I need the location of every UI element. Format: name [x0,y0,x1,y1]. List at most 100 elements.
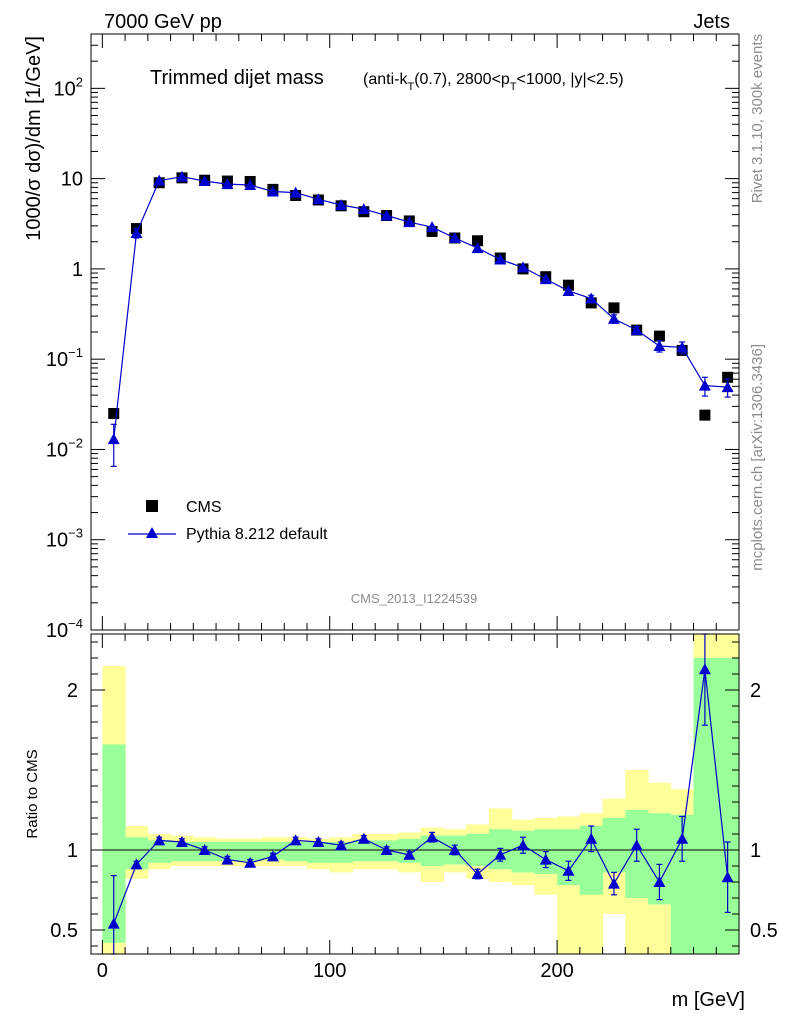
ratio-point [562,864,575,876]
pythia-point [244,178,257,190]
ratio-point [312,836,325,847]
pythia-point [426,221,439,233]
ratio-point [630,839,643,851]
pythia-point [266,185,279,197]
ratio-band-green [557,829,581,886]
ratio-band-green [602,818,626,873]
ratio-band-green [352,840,376,862]
ratio-band-green [125,837,149,870]
pythia-point [403,216,416,228]
ratio-x-tick-label: 100 [313,960,346,982]
ratio-point [130,858,143,870]
ratio-x-tick-label: 0 [97,960,108,982]
pythia-point [312,193,325,205]
main-y-tick-label: 10−4 [46,616,83,642]
rivet-label: Rivet 3.1.10, 300k events [749,34,766,203]
pythia-point [153,174,166,186]
ratio-point [153,834,166,846]
main-y-label: 1000/σ dσ)/dm [1/GeV] [23,36,45,241]
ratio-point [403,848,416,860]
pythia-point [517,261,529,273]
ratio-band-green [284,842,308,862]
ratio-point [198,844,211,855]
ratio-point [107,917,120,929]
pythia-point [653,339,666,351]
ratio-band-green [716,658,740,954]
ratio-point [221,853,234,865]
ratio-x-tick-label: 200 [540,960,573,982]
ratio-point [380,844,393,855]
ratio-point [721,871,734,883]
ratio-point [426,831,439,843]
pythia-point [721,381,734,393]
pythia-point [676,341,689,353]
ratio-y-tick-label-right: 2 [750,680,761,702]
legend-pythia-label: Pythia 8.212 default [186,526,328,543]
ratio-y-tick-label: 1 [67,840,78,862]
mcplots-label: mcplots.cern.ch [arXiv:1306.3436] [749,344,766,571]
ratio-point [471,868,484,879]
ratio-band-green [420,835,444,866]
main-panel: Trimmed dijet mass (anti-kT(0.7), 2800<p… [23,33,740,642]
main-y-tick-label: 10−3 [46,526,83,552]
ratio-point [266,850,279,862]
pythia-point [630,324,643,336]
ratio-band-green [307,842,331,863]
main-y-tick-label: 102 [54,74,83,100]
ratio-y-tick-label: 2 [67,680,78,702]
ratio-point [244,856,257,868]
ratio-band-green [648,813,672,905]
pythia-point [539,273,552,285]
cms-point [653,330,665,342]
cms-point [608,302,620,314]
pythia-point [448,231,461,243]
ratio-point [494,848,507,860]
cms-point [472,235,484,247]
pythia-point [107,433,120,445]
ratio-point [517,839,529,851]
ratio-point [357,832,370,844]
ratio-band-green [216,842,240,862]
header-left: 7000 GeV pp [104,11,222,33]
ratio-frame [90,633,740,955]
pythia-point [494,253,507,265]
ratio-band-green [261,842,285,860]
main-title-sub: (anti-kT(0.7), 2800<pT<1000, |y|<2.5) [363,71,624,93]
legend-cms-label: CMS [186,499,222,516]
pythia-line [113,176,728,440]
ratio-y-tick-label-right: 1 [750,840,761,862]
pythia-point [585,292,598,304]
ratio-band-green [238,842,263,862]
ratio-band-green [102,744,126,943]
pythia-point [562,284,575,296]
pythia-point [471,242,484,254]
pythia-point [198,175,211,187]
ratio-point [676,832,689,844]
main-frame [90,33,740,631]
main-y-tick-label: 10 [61,169,83,191]
cms-point [108,408,120,420]
ratio-panel: Ratio to CMS m [GeV] 0.5 0.5 1 1 2 2 0 100 200 [24,633,778,1011]
legend: CMS Pythia 8.212 default [128,499,328,543]
main-y-tick-label: 10−2 [46,435,83,461]
ratio-point [539,853,552,865]
ratio-y-label: Ratio to CMS [24,749,41,838]
pythia-point [289,186,302,198]
legend-cms-marker [146,500,158,512]
ratio-point [289,834,302,846]
analysis-watermark: CMS_2013_I1224539 [351,591,478,606]
pythia-point [175,170,188,182]
cms-point [722,371,734,383]
ratio-point [175,836,188,847]
ratio-x-label: m [GeV] [672,989,745,1011]
main-y-tick-label: 1 [72,259,83,281]
ratio-point [448,844,461,855]
ratio-point [698,663,711,675]
ratio-point [335,839,348,851]
ratio-y-tick-label-right: 0.5 [750,920,778,942]
ratio-band-green [329,842,353,863]
main-title: Trimmed dijet mass [150,67,324,89]
pythia-point [335,199,348,211]
pythia-point [698,379,711,391]
